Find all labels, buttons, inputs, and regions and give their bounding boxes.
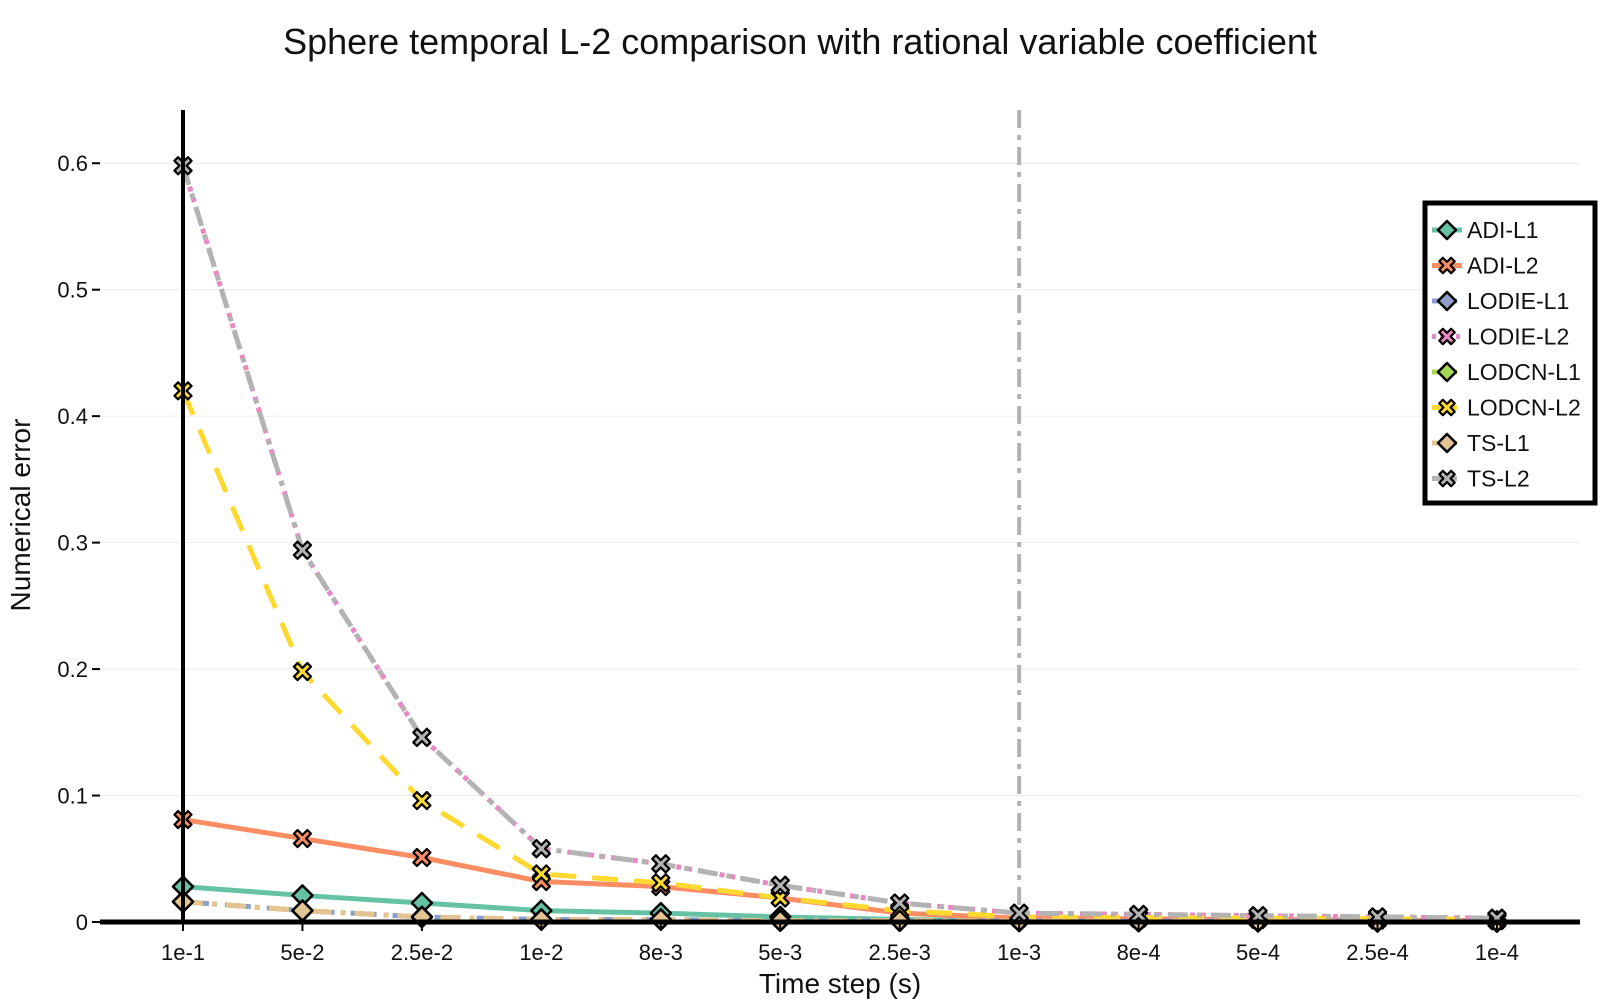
y-axis-label: Numerical error xyxy=(5,419,36,612)
point-ts-l1-5e-2 xyxy=(291,899,314,922)
point-ts-l2-8e-4 xyxy=(1128,904,1149,925)
series-ts-l2 xyxy=(173,156,1507,928)
legend-item-lodie-l1: LODIE-L1 xyxy=(1432,288,1569,314)
x-axis-label: Time step (s) xyxy=(759,968,921,999)
y-tick-label: 0.2 xyxy=(57,657,88,682)
point-ts-l2-5e-3 xyxy=(770,875,790,895)
series-adi-l2 xyxy=(173,809,1507,931)
series-lodcn-l2 xyxy=(173,381,1507,930)
y-tick-label: 0.6 xyxy=(57,151,88,176)
point-ts-l2-5e-2 xyxy=(292,540,313,560)
legend-box xyxy=(1422,200,1598,506)
point-ts-l2-8e-3 xyxy=(651,854,671,874)
series-group xyxy=(171,156,1509,933)
legend-item-adi-l2: ADI-L2 xyxy=(1432,253,1539,279)
x-tick-label: 8e-3 xyxy=(639,940,683,965)
point-lodcn-l2-2.5e-2 xyxy=(412,790,432,811)
legend-marker-adi-l2 xyxy=(1438,256,1456,275)
point-ts-l2-2.5e-3 xyxy=(890,893,910,913)
legend-marker-ts-l1 xyxy=(1436,432,1458,454)
point-ts-l2-1e-2 xyxy=(531,839,551,859)
x-tick-label: 5e-4 xyxy=(1236,940,1280,965)
point-lodcn-l2-5e-2 xyxy=(292,661,313,682)
point-ts-l2-1e-3 xyxy=(1009,903,1029,923)
y-tick-label: 0.4 xyxy=(57,404,88,429)
legend-label-ts-l1: TS-L1 xyxy=(1467,430,1530,456)
y-tick-label: 0.1 xyxy=(57,784,88,809)
legend-label-lodcn-l2: LODCN-L2 xyxy=(1467,395,1581,421)
y-tick-label: 0.3 xyxy=(57,531,88,556)
legend-label-lodie-l1: LODIE-L1 xyxy=(1467,288,1569,314)
legend-label-adi-l1: ADI-L1 xyxy=(1467,217,1539,243)
point-lodcn-l2-1e-2 xyxy=(531,864,551,884)
series-line-lodie-l2 xyxy=(180,165,1497,921)
legend-label-lodcn-l1: LODCN-L1 xyxy=(1467,359,1581,385)
point-adi-l2-5e-2 xyxy=(292,828,313,849)
legend-label-ts-l2: TS-L2 xyxy=(1467,466,1530,492)
legend-label-adi-l2: ADI-L2 xyxy=(1467,253,1539,279)
legend-item-lodcn-l2: LODCN-L2 xyxy=(1432,395,1581,421)
series-line-lodcn-l2 xyxy=(180,389,1497,922)
x-tick-labels: 1e-1 5e-2 2.5e-2 1e-2 8e-3 5e-3 2.5e-3 1e-3 8e-4… xyxy=(161,922,1519,965)
x-tick-label: 1e-1 xyxy=(161,940,205,965)
axes xyxy=(100,110,1580,925)
legend-item-ts-l2: TS-L2 xyxy=(1432,466,1530,492)
point-ts-l2-2.5e-2 xyxy=(412,727,432,747)
grid xyxy=(100,162,1580,923)
x-tick-label: 5e-2 xyxy=(280,940,324,965)
legend: ADI-L1 ADI-L2 LODIE-L1 LODIE-L2 LODCN-L1 LODC… xyxy=(1422,200,1598,506)
y-tick-label: 0.5 xyxy=(57,278,88,303)
legend-item-adi-l1: ADI-L1 xyxy=(1432,217,1539,243)
x-tick-label: 2.5e-4 xyxy=(1346,940,1408,965)
legend-marker-adi-l1 xyxy=(1436,219,1458,241)
y-tick-label: 0 xyxy=(76,910,88,935)
x-tick-label: 2.5e-3 xyxy=(869,940,931,965)
y-tick-labels: 0 0.1 0.2 0.3 0.4 0.5 0.6 xyxy=(57,151,100,935)
x-tick-label: 1e-4 xyxy=(1475,940,1519,965)
chart-title: Sphere temporal L-2 comparison with rati… xyxy=(283,21,1317,62)
legend-marker-lodcn-l2 xyxy=(1438,398,1456,417)
series-lodie-l2 xyxy=(173,156,1507,928)
x-tick-label: 5e-3 xyxy=(758,940,802,965)
legend-item-lodcn-l1: LODCN-L1 xyxy=(1432,359,1581,385)
legend-marker-ts-l2 xyxy=(1438,469,1456,488)
series-line-adi-l2 xyxy=(182,817,1497,924)
legend-item-lodie-l2: LODIE-L2 xyxy=(1432,324,1569,350)
point-lodcn-l2-8e-3 xyxy=(651,873,671,893)
legend-label-lodie-l2: LODIE-L2 xyxy=(1467,324,1569,350)
point-adi-l2-2.5e-2 xyxy=(412,847,432,868)
x-tick-label: 1e-2 xyxy=(519,940,563,965)
series-line-ts-l2 xyxy=(180,165,1497,921)
x-tick-label: 2.5e-2 xyxy=(391,940,453,965)
legend-marker-lodie-l1 xyxy=(1436,290,1458,312)
legend-marker-lodcn-l1 xyxy=(1436,361,1458,383)
legend-marker-lodie-l2 xyxy=(1438,327,1456,346)
legend-item-ts-l1: TS-L1 xyxy=(1432,430,1530,456)
x-tick-label: 8e-4 xyxy=(1117,940,1161,965)
x-tick-label: 1e-3 xyxy=(997,940,1041,965)
